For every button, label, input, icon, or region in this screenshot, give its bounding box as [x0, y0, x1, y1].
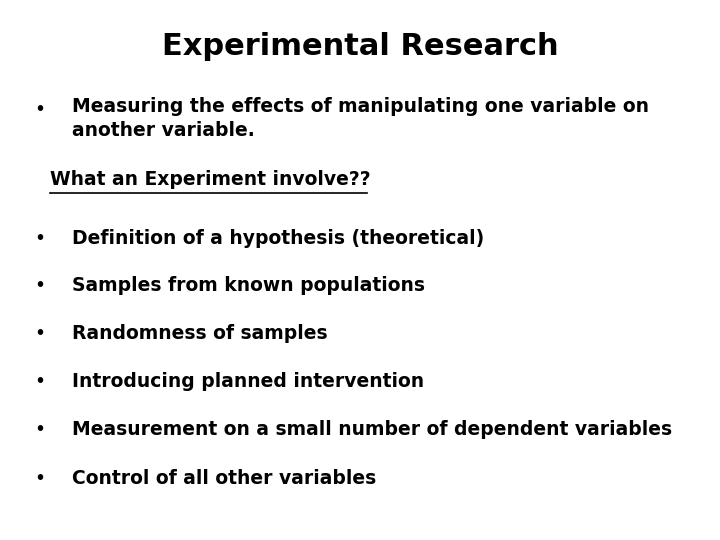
Text: Samples from known populations: Samples from known populations — [72, 276, 425, 295]
Text: •: • — [34, 100, 45, 119]
Text: •: • — [34, 372, 45, 390]
Text: Definition of a hypothesis (theoretical): Definition of a hypothesis (theoretical) — [72, 230, 485, 248]
Text: •: • — [34, 469, 45, 488]
Text: Introducing planned intervention: Introducing planned intervention — [72, 372, 424, 390]
Text: •: • — [34, 276, 45, 295]
Text: Control of all other variables: Control of all other variables — [72, 469, 377, 488]
Text: •: • — [34, 420, 45, 439]
Text: Experimental Research: Experimental Research — [162, 32, 558, 62]
Text: Randomness of samples: Randomness of samples — [72, 324, 328, 343]
Text: •: • — [34, 324, 45, 343]
Text: Measurement on a small number of dependent variables: Measurement on a small number of depende… — [72, 420, 672, 439]
Text: Measuring the effects of manipulating one variable on
another variable.: Measuring the effects of manipulating on… — [72, 97, 649, 140]
Text: •: • — [34, 230, 45, 248]
Text: What an Experiment involve??: What an Experiment involve?? — [50, 170, 371, 189]
